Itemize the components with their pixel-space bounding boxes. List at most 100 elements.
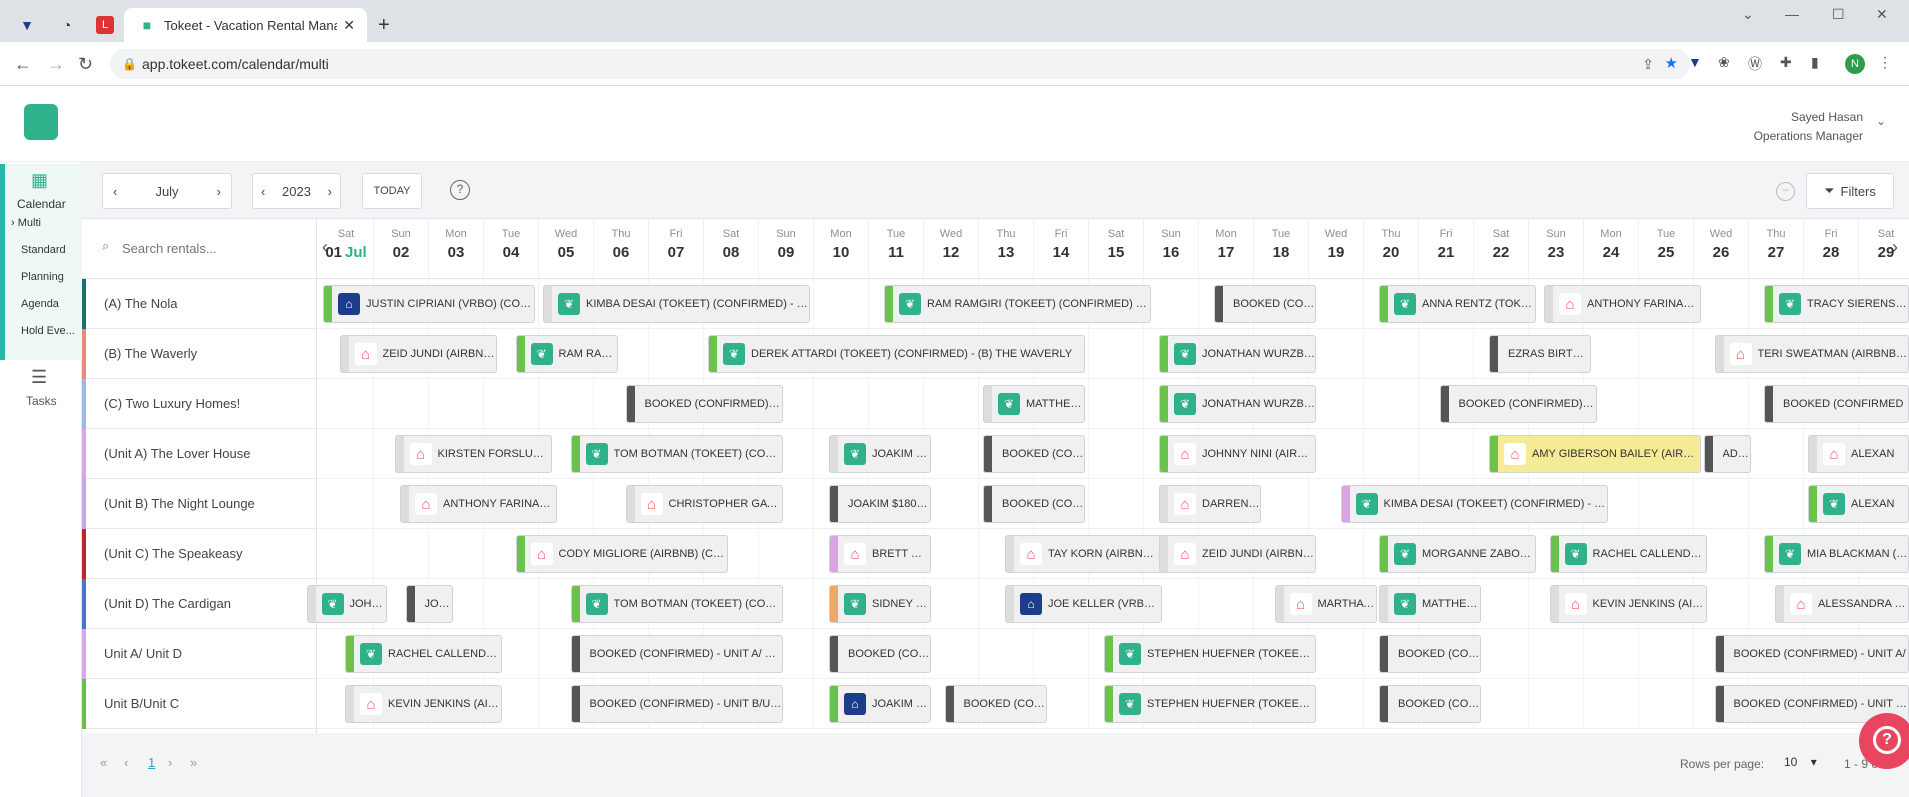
- booking-block[interactable]: ⌂ AMY GIBERSON BAILEY (AIRBNB...: [1489, 435, 1701, 473]
- rental-row[interactable]: (C) Two Luxury Homes!: [82, 379, 317, 429]
- maximize-icon[interactable]: ☐: [1832, 6, 1845, 22]
- back-icon[interactable]: ←: [14, 54, 32, 74]
- tokeet-logo[interactable]: [24, 104, 58, 140]
- help-chat-button[interactable]: ?: [1859, 713, 1909, 769]
- booking-block[interactable]: BOOKED (CONFI...: [1214, 285, 1316, 323]
- booking-block[interactable]: ❦ RAM RAM...: [515, 335, 618, 373]
- chevron-down-icon[interactable]: ⌄: [1876, 114, 1887, 128]
- booking-block[interactable]: ❦ JOHNATH...: [306, 585, 387, 623]
- rental-row[interactable]: (A) The Nola: [82, 279, 317, 329]
- rental-row[interactable]: Unit A/ Unit D: [82, 629, 317, 679]
- sidebar-item-agenda[interactable]: Agenda: [21, 298, 59, 310]
- calendar-icon[interactable]: ▦: [31, 170, 49, 190]
- forward-icon[interactable]: →: [47, 54, 65, 74]
- rental-row[interactable]: (Unit D) The Cardigan: [82, 579, 317, 629]
- help-icon[interactable]: ?: [450, 180, 470, 200]
- chevron-right-icon[interactable]: ›: [327, 183, 332, 199]
- booking-block[interactable]: ⌂ KEVIN JENKINS (AIRB...: [1549, 585, 1707, 623]
- next-page-icon[interactable]: ›: [168, 755, 173, 770]
- pinned-tab-icon[interactable]: ◔: [62, 17, 72, 33]
- rental-row[interactable]: (Unit B) The Night Lounge: [82, 479, 317, 529]
- booking-block[interactable]: ❦ STEPHEN HUEFNER (TOKEET) (C...: [1104, 635, 1316, 673]
- booking-block[interactable]: ❦ TOM BOTMAN (TOKEET) (CONFI...: [570, 435, 783, 473]
- chevron-down-icon[interactable]: ⌄: [1742, 6, 1754, 22]
- booking-block[interactable]: ⌂ KEVIN JENKINS (AIRB...: [345, 685, 502, 723]
- booking-block[interactable]: ⌂ TAY KORN (AIRBNB) (...: [1005, 535, 1162, 573]
- month-picker[interactable]: ‹ July ›: [102, 173, 232, 209]
- share-icon[interactable]: ⇪: [1642, 56, 1654, 72]
- today-button[interactable]: TODAY: [362, 173, 422, 209]
- booking-block[interactable]: ⌂ ANTHONY FARINACCI...: [400, 485, 557, 523]
- booking-block[interactable]: BOOKED (CONFI...: [983, 485, 1085, 523]
- sidebar-tasks-label[interactable]: Tasks: [26, 394, 57, 408]
- chevron-left-icon[interactable]: ‹: [113, 183, 118, 199]
- page-number[interactable]: 1: [148, 755, 156, 770]
- booking-block[interactable]: ⌂ ZEID JUNDI (AIRBNB) ...: [1159, 535, 1316, 573]
- extension-icon[interactable]: Ⓦ: [1748, 56, 1762, 72]
- booking-block[interactable]: ❦ RACHEL CALLENDER ...: [345, 635, 502, 673]
- profile-avatar[interactable]: N: [1845, 54, 1865, 74]
- filters-button[interactable]: ⏷ Filters: [1806, 173, 1894, 209]
- booking-block[interactable]: ❦ DEREK ATTARDI (TOKEET) (CONFIRMED) - (B…: [708, 335, 1085, 373]
- reload-icon[interactable]: ↻: [78, 54, 94, 74]
- tasks-icon[interactable]: ☰: [31, 367, 48, 387]
- booking-block[interactable]: JOAKIM $1800 (...: [829, 485, 931, 523]
- booking-block[interactable]: ❦ TRACY SIERENS (TC: [1764, 285, 1909, 323]
- booking-block[interactable]: ⌂ MARTHA B...: [1274, 585, 1377, 623]
- booking-block[interactable]: BOOKED (CONFI...: [944, 685, 1047, 723]
- close-tab-icon[interactable]: ✕: [343, 16, 355, 33]
- prev-page-icon[interactable]: ‹: [124, 755, 129, 770]
- booking-block[interactable]: BOOKED (CONFIRMED: [1764, 385, 1909, 423]
- booking-block[interactable]: ⌂ ZEID JUNDI (AIRBNB) ...: [339, 335, 497, 373]
- pinned-tab-icon[interactable]: L: [96, 8, 114, 42]
- sidebar-item-multi[interactable]: › Multi: [11, 217, 41, 229]
- sidepanel-icon[interactable]: ▮: [1811, 54, 1819, 70]
- user-menu[interactable]: Sayed Hasan Operations Manager: [1754, 108, 1863, 146]
- booking-block[interactable]: ⌂ ANTHONY FARINACCI...: [1544, 285, 1701, 323]
- booking-block[interactable]: ⌂ CHRISTOPHER GATEL...: [625, 485, 783, 523]
- booking-block[interactable]: EZRAS BIRTHDA...: [1489, 335, 1591, 373]
- booking-block[interactable]: ❦ JONATHAN WURZBA...: [1159, 335, 1316, 373]
- extension-icon[interactable]: ▼: [1688, 54, 1702, 70]
- booking-block[interactable]: BOOKED (CONFI...: [829, 635, 931, 673]
- url-field[interactable]: 🔒 app.tokeet.com/calendar/multi ⇪ ★: [110, 49, 1690, 79]
- sidebar-calendar-label[interactable]: Calendar: [17, 197, 66, 211]
- booking-block[interactable]: ❦ MORGANNE ZABOKR...: [1379, 535, 1536, 573]
- search-input[interactable]: [122, 235, 302, 261]
- booking-block[interactable]: ❦ MATTHEW...: [983, 385, 1085, 423]
- booking-block[interactable]: ❦ RAM RAMGIRI (TOKEET) (CONFIRMED) - (UN.…: [884, 285, 1151, 323]
- booking-block[interactable]: ⌂ JOAKIM S...: [829, 685, 931, 723]
- booking-block[interactable]: ❦ TOM BOTMAN (TOKEET) (CONFI...: [570, 585, 783, 623]
- chevron-right-icon[interactable]: ›: [216, 183, 221, 199]
- booking-block[interactable]: ⌂ BRETT WH...: [829, 535, 931, 573]
- booking-block[interactable]: ❦ ALEXAN: [1808, 485, 1909, 523]
- booking-block[interactable]: ⌂ JOE KELLER (VRBO) (...: [1005, 585, 1162, 623]
- bookmark-star-icon[interactable]: ★: [1664, 55, 1678, 72]
- rental-row[interactable]: (B) The Waverly: [82, 329, 317, 379]
- booking-block[interactable]: ⌂ CODY MIGLIORE (AIRBNB) (CONF...: [515, 535, 728, 573]
- scroll-right-icon[interactable]: ›: [1892, 237, 1898, 257]
- sidebar-item-planning[interactable]: Planning: [21, 271, 64, 283]
- booking-block[interactable]: ❦ RACHEL CALLENDER ...: [1549, 535, 1707, 573]
- booking-block[interactable]: ❦ ANNA RENTZ (TOKEE...: [1379, 285, 1536, 323]
- booking-block[interactable]: BOOKED (CONFI...: [1379, 635, 1481, 673]
- scroll-left-icon[interactable]: ‹: [322, 237, 328, 257]
- booking-block[interactable]: BOOKED (CONFIRMED) - (C...: [625, 385, 783, 423]
- active-tab[interactable]: ■ Tokeet - Vacation Rental Manage ✕: [124, 8, 367, 42]
- rows-per-page-select[interactable]: 10 ▾: [1784, 755, 1817, 769]
- new-tab-button[interactable]: +: [378, 13, 390, 36]
- sidebar-item-hold-events[interactable]: Hold Eve...: [21, 325, 75, 337]
- rental-row[interactable]: (Unit A) The Lover House: [82, 429, 317, 479]
- booking-block[interactable]: BOOKED (CONFI...: [983, 435, 1085, 473]
- close-window-icon[interactable]: ✕: [1876, 6, 1888, 22]
- booking-block[interactable]: ❦ MATTHEW...: [1379, 585, 1481, 623]
- booking-block[interactable]: BOOKED (CONFIRMED) - UNIT B/UNIT C: [570, 685, 783, 723]
- booking-block[interactable]: ⌂ DARREN H...: [1159, 485, 1261, 523]
- year-picker[interactable]: ‹ 2023 ›: [252, 173, 341, 209]
- booking-block[interactable]: JON...: [405, 585, 453, 623]
- booking-block[interactable]: BOOKED (CONFIRMED) - UNIT A/: [1714, 635, 1909, 673]
- booking-block[interactable]: ⌂ JOHNNY NINI (AIRBN...: [1159, 435, 1316, 473]
- minimize-icon[interactable]: —: [1785, 6, 1799, 22]
- booking-block[interactable]: ADV...: [1703, 435, 1751, 473]
- booking-block[interactable]: ❦ SIDNEY FI...: [829, 585, 931, 623]
